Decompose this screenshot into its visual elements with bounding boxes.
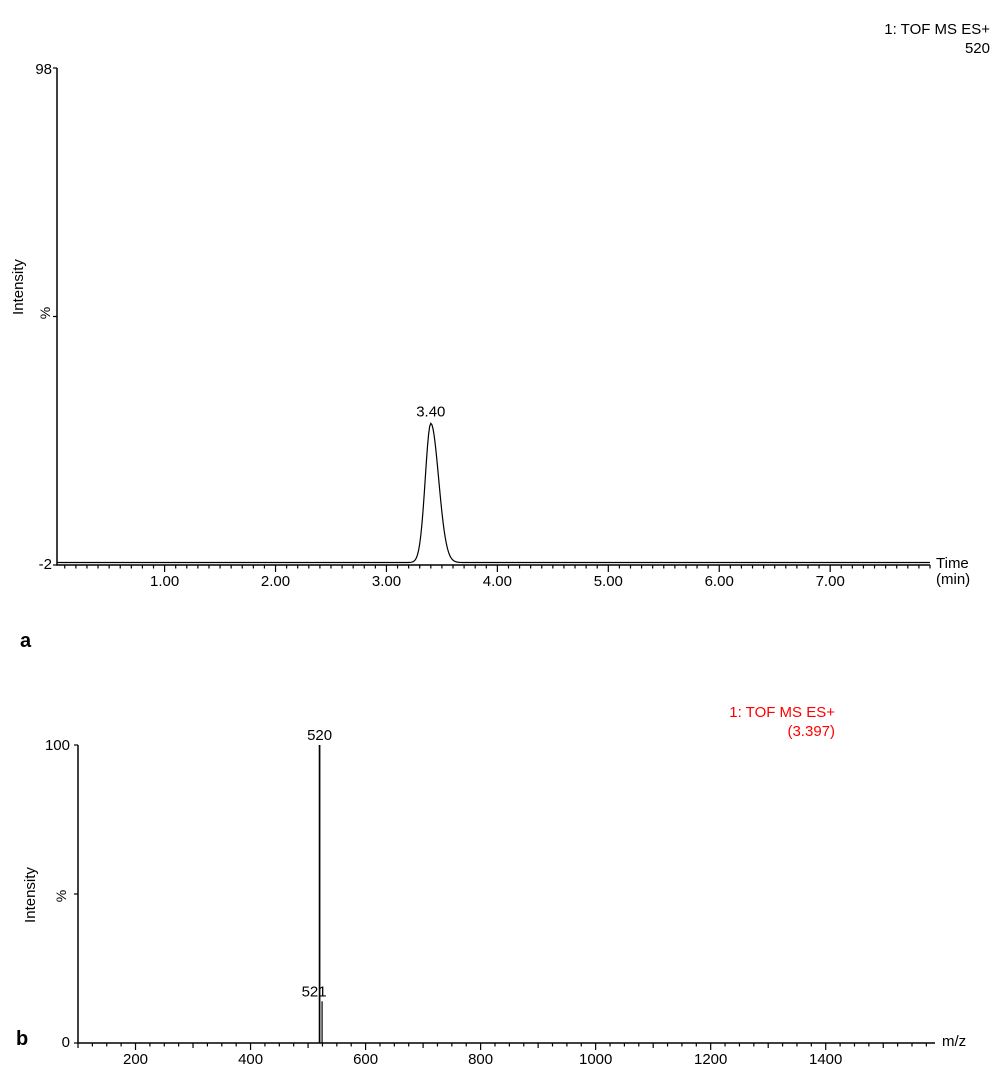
panel-b-header-line1: 1: TOF MS ES+ [729,704,835,721]
mz-peak-label: 521 [302,983,327,1000]
x-tick-label: 1000 [579,1051,612,1068]
axis-lines [56,68,930,566]
panel-b-header: 1: TOF MS ES+ (3.397) [550,703,835,741]
x-tick-label: 2.00 [261,573,290,590]
panel-b-x-axis-title: m/z [942,1033,967,1050]
mz-peak-label: 520 [307,727,332,744]
chromatogram-trace [57,422,930,564]
panel-a-header-line1: 1: TOF MS ES+ [884,21,990,38]
x-tick-label: 1.00 [150,573,179,590]
panel-b-letter: b [16,1028,29,1050]
axis-lines [77,745,935,1044]
x-tick-label: 1400 [809,1051,842,1068]
x-tick-label: 3.00 [372,573,401,590]
panel-a-y-max-label: 98 [35,61,52,78]
x-tick-label: 7.00 [816,573,845,590]
panel-a-header-line2: 520 [964,40,990,57]
panel-a-letter: a [20,630,32,652]
panel-a-x-axis-title-line1: Time [936,555,969,572]
x-tick-label: 600 [353,1051,378,1068]
x-tick-label: 4.00 [483,573,512,590]
panel-b-header-line2: (3.397) [787,723,835,740]
panel-a-x-axis-title: Time (min) [936,556,970,588]
x-tick-label: 6.00 [705,573,734,590]
panel-a-plot: 1.00 2.00 3.00 4.00 5.00 6.00 7.00 3.40 [53,67,931,590]
x-tick-label: 5.00 [594,573,623,590]
x-tick-label: 800 [468,1051,493,1068]
panel-a-y-min-label: -2 [38,556,52,573]
x-tick-label: 400 [238,1051,263,1068]
panel-b-plot: 200 400 600 800 1000 1200 1400 520 521 [74,727,935,1068]
panel-a-x-axis-title-line2: (min) [936,571,971,588]
panel-b-y-max-label: 100 [44,737,70,754]
x-tick-label: 1200 [694,1051,727,1068]
panel-a-header: 1: TOF MS ES+ 520 [700,20,990,58]
x-tick-label: 200 [123,1051,148,1068]
retention-time-label: 3.40 [416,403,445,420]
panel-b-y-min-label: 0 [61,1034,70,1051]
